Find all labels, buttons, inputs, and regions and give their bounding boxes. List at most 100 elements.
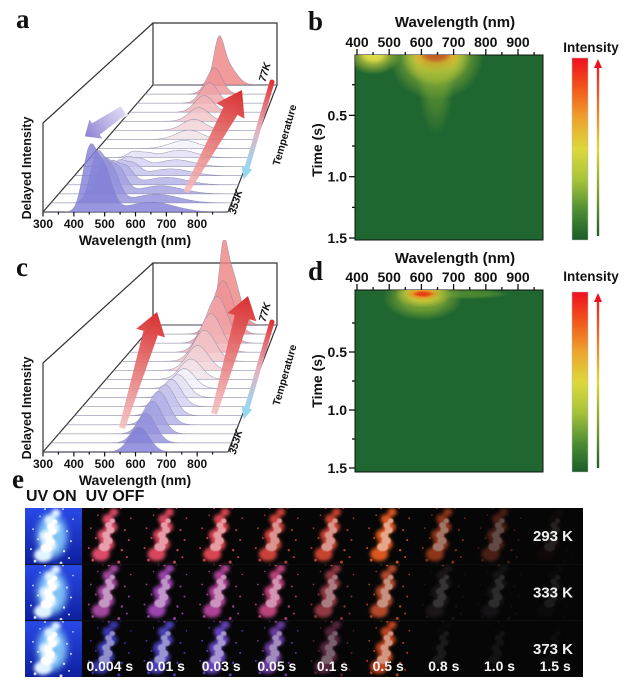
- time-axis-label: Time (s): [309, 354, 325, 407]
- heatmap-plot-d: 400 500 600 700 800 900 Wavelength (nm) 0.5 1.0 1…: [309, 250, 619, 476]
- time-label: 0.1 s: [317, 658, 348, 674]
- x-tick-label: 400: [64, 217, 84, 231]
- x-axis-label: Wavelength (nm): [79, 472, 191, 488]
- powder-sample: [254, 563, 299, 623]
- powder-sample: [30, 620, 74, 677]
- time-label: 0.01 s: [146, 658, 185, 674]
- wavelength-tick-label: 800: [474, 269, 498, 285]
- temp-axis-label: Temperature: [271, 343, 300, 407]
- powder-sample: [310, 619, 355, 677]
- powder-sample: [366, 508, 410, 567]
- powder-sample: [533, 563, 577, 623]
- panel-label-d: d: [308, 256, 324, 286]
- wavelength-tick-label: 700: [442, 34, 466, 50]
- spectrum-curve: [137, 82, 270, 104]
- temperature-arrowhead: [241, 406, 253, 420]
- x-tick-label: 300: [33, 217, 53, 231]
- wavelength-tick-label: 900: [506, 269, 530, 285]
- wavelength-axis-title: Wavelength (nm): [395, 14, 515, 31]
- x-axis-ticks: [42, 212, 214, 217]
- time-axis-label: Time (s): [309, 123, 325, 176]
- intensity-arrowhead: [594, 293, 602, 302]
- intensity-colorbar: [571, 57, 589, 241]
- powder-sample: [254, 508, 299, 567]
- spectrum-curve: [145, 67, 274, 95]
- time-label: 1.5 s: [540, 658, 571, 674]
- time-label: 0.8 s: [428, 658, 459, 674]
- intensity-arrowhead: [594, 59, 602, 68]
- spectrum-curve: [129, 95, 267, 113]
- x-tick-label: 800: [187, 457, 207, 471]
- x-tick-label: 500: [95, 217, 115, 231]
- time-label: 0.03 s: [202, 658, 241, 674]
- temperature-gradient-arrow: [244, 79, 275, 171]
- annotation-arrows: [83, 90, 245, 194]
- red-growth-arrow-right: [211, 296, 257, 415]
- spectra-curves: [43, 240, 277, 453]
- x-axis-label: Wavelength (nm): [79, 232, 191, 248]
- heatmap-plot-b: 400 500 600 700 800 900 Wavelength (nm) 0.5 1.0 1…: [309, 14, 619, 246]
- x-tick-label: 800: [187, 217, 207, 231]
- spectrum-curve: [43, 426, 228, 453]
- powder-sample: [87, 619, 132, 677]
- powder-sample: [143, 619, 188, 677]
- axis-ticks: [349, 284, 535, 469]
- time-tick-label: 1.0: [328, 169, 348, 185]
- blue-shift-arrow: [83, 104, 128, 141]
- heatmap-hotspots: [355, 55, 485, 135]
- temperature-label: 373 K: [533, 641, 573, 658]
- spectrum-curve: [43, 143, 228, 213]
- y-axis-label: Delayed Intensity: [20, 117, 34, 220]
- wavelength-tick-label: 600: [410, 269, 434, 285]
- time-tick-label: 0.5: [328, 107, 348, 123]
- powder-sample: [533, 619, 577, 677]
- x-tick-label: 700: [156, 217, 176, 231]
- temp-near-label: 353K: [227, 427, 246, 456]
- red-growth-arrow: [183, 90, 245, 194]
- powder-sample: [143, 508, 188, 567]
- temp-far-label: 77K: [257, 60, 274, 83]
- x-tick-label: 300: [33, 457, 53, 471]
- spectra-curves: [43, 35, 277, 213]
- time-label: 1.0 s: [484, 658, 515, 674]
- spectrum-curve: [153, 35, 277, 86]
- temperature-label: 293 K: [533, 528, 573, 545]
- spectrum-curve: [113, 118, 260, 131]
- wavelength-tick-label: 400: [345, 34, 369, 50]
- powder-sample: [87, 563, 132, 623]
- powder-sample: [366, 619, 410, 677]
- wavelength-tick-label: 500: [378, 269, 402, 285]
- powder-sample: [421, 508, 466, 567]
- x-tick-label: 400: [64, 457, 84, 471]
- time-label: 0.004 s: [86, 658, 133, 674]
- spectrum-curve: [98, 140, 253, 149]
- y-axis-label: Delayed Intensity: [20, 357, 34, 460]
- time-tick-label: 1.5: [328, 230, 348, 246]
- uv-on-label: UV ON: [26, 488, 77, 505]
- powder-sample: [199, 563, 243, 623]
- panel-label-e: e: [12, 464, 24, 494]
- wavelength-tick-label: 400: [345, 269, 369, 285]
- wavelength-tick-label: 900: [506, 34, 530, 50]
- x-tick-label: 700: [156, 457, 176, 471]
- annotation-arrows: [119, 296, 257, 429]
- powder-sample: [30, 564, 74, 624]
- time-tick-label: 0.5: [328, 344, 348, 360]
- temp-axis-label: Temperature: [271, 103, 300, 167]
- uv-heading: UV ON UV OFF: [26, 488, 153, 506]
- heatmap-hotspots: [382, 290, 510, 321]
- spectrum-curve: [90, 149, 249, 158]
- powder-sample: [30, 508, 74, 568]
- temp-near-label: 353K: [227, 187, 246, 216]
- spectrum-curve: [121, 107, 263, 122]
- time-label: 0.5 s: [373, 658, 404, 674]
- powder-sample: [477, 508, 522, 567]
- powder-sample: [310, 563, 355, 623]
- temperature-gradient-arrow: [244, 319, 275, 411]
- powder-sample: [421, 619, 466, 677]
- heatmap-area: [354, 289, 544, 473]
- colorbar-label: Intensity: [563, 40, 619, 55]
- powder-sample: [143, 563, 188, 623]
- red-growth-arrow-left: [119, 312, 165, 429]
